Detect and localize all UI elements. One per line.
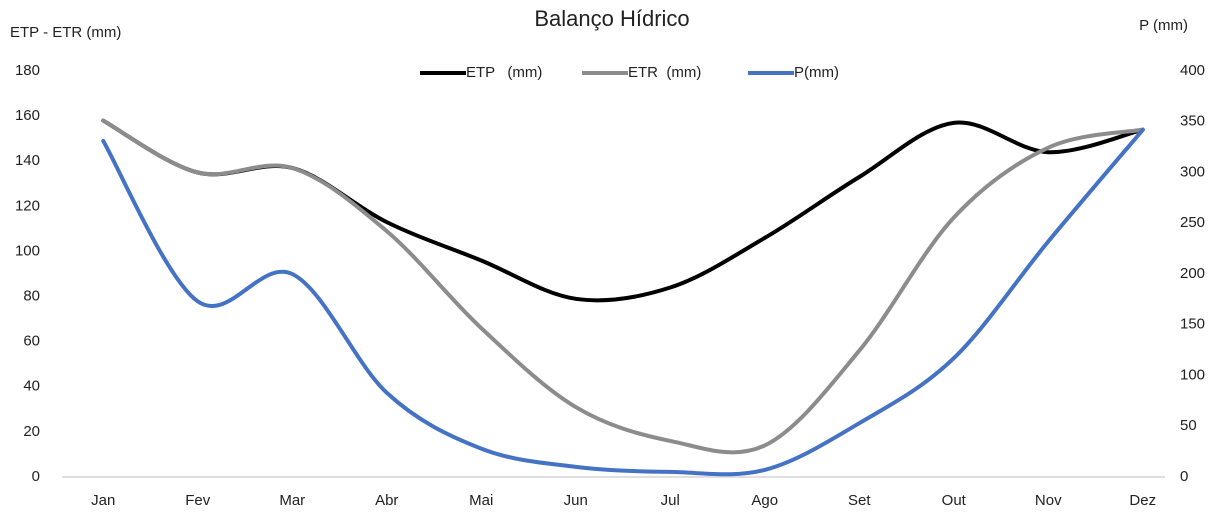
- x-tick-label: Jan: [91, 492, 115, 509]
- x-tick-label: Mai: [469, 492, 493, 509]
- chart-title: Balanço Hídrico: [534, 6, 689, 31]
- y2-tick-label: 50: [1180, 417, 1197, 434]
- x-tick-label: Dez: [1129, 492, 1156, 509]
- series-line: [101, 127, 1145, 477]
- x-tick-label: Nov: [1035, 492, 1062, 509]
- y2-tick-label: 400: [1180, 62, 1205, 79]
- x-tick-label: Abr: [375, 492, 398, 509]
- x-tick-label: Fev: [185, 492, 211, 509]
- legend-label: P(mm): [794, 64, 839, 81]
- y-tick-label: 0: [32, 468, 40, 485]
- y2-axis-label: P (mm): [1139, 17, 1188, 34]
- y-tick-label: 20: [23, 423, 40, 440]
- y2-tick-label: 200: [1180, 265, 1205, 282]
- y2-tick-label: 0: [1180, 468, 1188, 485]
- series-line: [101, 118, 1145, 455]
- y2-tick-label: 100: [1180, 366, 1205, 383]
- y2-tick-label: 350: [1180, 113, 1205, 130]
- x-tick-label: Ago: [751, 492, 778, 509]
- series-line: [101, 118, 1145, 303]
- x-tick-label: Jul: [661, 492, 680, 509]
- legend-label: ETR (mm): [628, 64, 701, 81]
- x-tick-label: Mar: [279, 492, 305, 509]
- y-tick-label: 80: [23, 288, 40, 305]
- y2-tick-label: 300: [1180, 163, 1205, 180]
- y-axis-label: ETP - ETR (mm): [10, 24, 121, 41]
- y-tick-label: 60: [23, 333, 40, 350]
- y-tick-label: 180: [15, 62, 40, 79]
- y-tick-label: 140: [15, 152, 40, 169]
- x-tick-label: Out: [942, 492, 967, 509]
- y-tick-label: 40: [23, 378, 40, 395]
- x-tick-label: Set: [848, 492, 871, 509]
- legend-label: ETP (mm): [466, 64, 542, 81]
- y2-tick-label: 150: [1180, 316, 1205, 333]
- y-tick-label: 100: [15, 242, 40, 259]
- y-tick-label: 160: [15, 107, 40, 124]
- y2-tick-label: 250: [1180, 214, 1205, 231]
- y-tick-label: 120: [15, 197, 40, 214]
- x-tick-label: Jun: [564, 492, 588, 509]
